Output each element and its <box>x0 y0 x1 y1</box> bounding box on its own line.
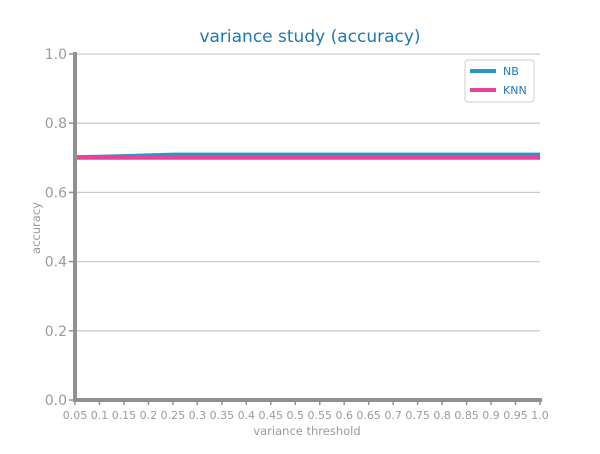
x-tick-label-8: 0.45 <box>259 409 284 422</box>
x-tick-label-19: 1.0 <box>531 409 549 422</box>
x-tick-label-3: 0.2 <box>140 409 158 422</box>
x-tick-label-11: 0.6 <box>335 409 353 422</box>
y-tick-label-3: 0.6 <box>45 185 67 201</box>
series-lines <box>74 152 540 160</box>
legend: NB KNN <box>464 59 535 103</box>
x-tick-label-0: 0.05 <box>63 409 88 422</box>
axes <box>69 52 542 405</box>
y-tick-label-1: 0.2 <box>45 324 67 340</box>
y-tick-label-5: 1.0 <box>45 47 67 63</box>
x-tick-label-16: 0.85 <box>454 409 479 422</box>
x-tick-label-14: 0.75 <box>405 409 430 422</box>
x-tick-label-15: 0.8 <box>433 409 451 422</box>
x-tick-label-6: 0.35 <box>210 409 235 422</box>
legend-label-knn: KNN <box>503 84 527 97</box>
legend-label-nb: NB <box>503 65 519 78</box>
x-axis-label: variance threshold <box>253 424 360 438</box>
x-tick-label-13: 0.7 <box>384 409 402 422</box>
y-axis-label: accuracy <box>29 202 43 254</box>
chart-title: variance study (accuracy) <box>199 27 420 47</box>
x-tick-label-5: 0.3 <box>189 409 207 422</box>
tick-labels: 0.00.20.40.60.81.00.05 0.1 0.15 0.2 0.25 0.3 0… <box>45 47 549 422</box>
x-tick-label-2: 0.15 <box>112 409 137 422</box>
x-tick-label-7: 0.4 <box>238 409 256 422</box>
x-tick-label-17: 0.9 <box>482 409 500 422</box>
y-tick-label-0: 0.0 <box>45 393 67 409</box>
x-tick-label-18: 0.95 <box>503 409 528 422</box>
x-tick-label-10: 0.55 <box>307 409 332 422</box>
x-tick-label-9: 0.5 <box>287 409 305 422</box>
x-tick-label-4: 0.25 <box>161 409 186 422</box>
y-tick-label-2: 0.4 <box>45 255 67 271</box>
series-line-nb <box>74 152 540 160</box>
x-tick-label-12: 0.65 <box>356 409 381 422</box>
grid-lines <box>75 53 540 332</box>
x-tick-label-1: 0.1 <box>91 409 109 422</box>
y-tick-label-4: 0.8 <box>45 116 67 132</box>
